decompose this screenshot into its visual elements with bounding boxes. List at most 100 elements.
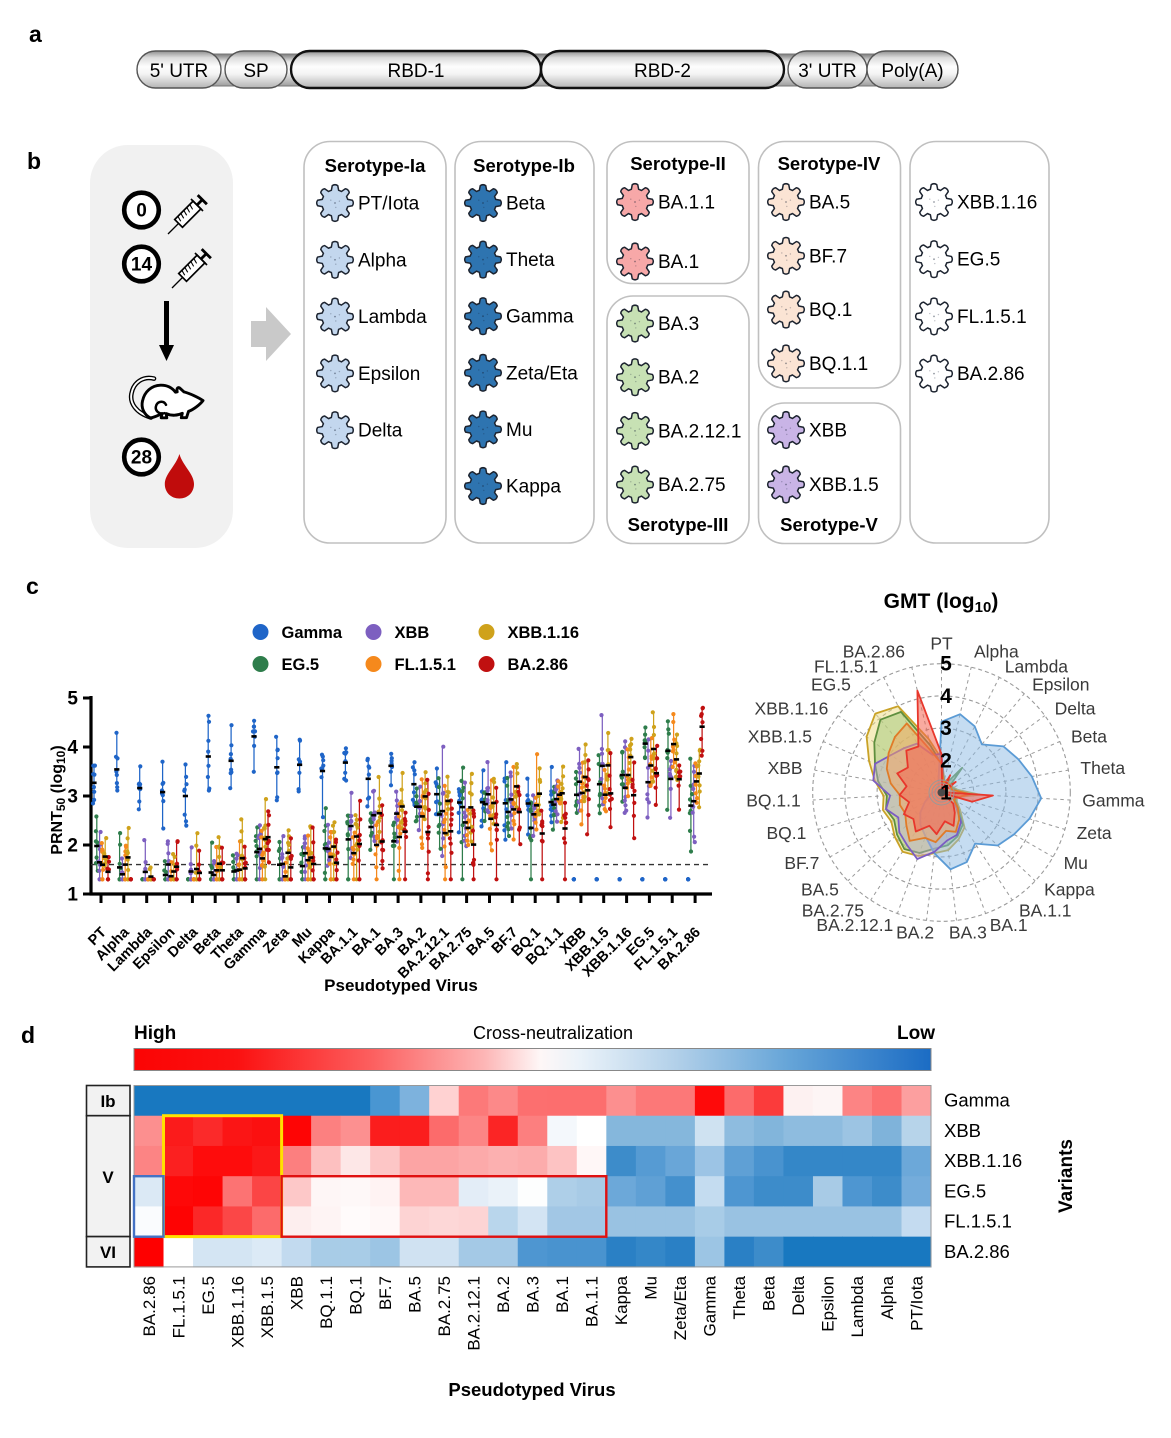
svg-text:BQ.1: BQ.1 (767, 823, 807, 843)
svg-text:5: 5 (67, 689, 78, 710)
svg-text:Theta: Theta (506, 250, 555, 271)
svg-text:Theta: Theta (1080, 758, 1125, 778)
svg-text:Lambda: Lambda (848, 1275, 867, 1337)
svg-text:XBB.1.5: XBB.1.5 (258, 1276, 277, 1338)
svg-text:Variants: Variants (1056, 1139, 1077, 1213)
svg-text:BA.1: BA.1 (553, 1276, 572, 1313)
svg-text:XBB: XBB (809, 421, 847, 442)
svg-text:BA.2.86: BA.2.86 (508, 656, 569, 674)
svg-text:XBB.1.5: XBB.1.5 (748, 727, 812, 747)
svg-text:BQ.1.1: BQ.1.1 (809, 354, 868, 375)
svg-text:BA.1.1: BA.1.1 (658, 193, 715, 214)
svg-text:BA.2.86: BA.2.86 (843, 641, 905, 661)
svg-text:Delta: Delta (1055, 698, 1096, 718)
svg-text:Mu: Mu (506, 420, 532, 441)
svg-text:FL.1.5.1: FL.1.5.1 (395, 656, 456, 674)
svg-text:BA.2.86: BA.2.86 (140, 1276, 159, 1337)
svg-text:XBB.1.16: XBB.1.16 (944, 1150, 1022, 1171)
svg-text:BA.2.12.1: BA.2.12.1 (658, 421, 741, 442)
svg-text:BA.1.1: BA.1.1 (583, 1276, 602, 1327)
svg-text:3: 3 (940, 717, 952, 740)
svg-text:XBB: XBB (768, 758, 803, 778)
svg-text:EG.5: EG.5 (199, 1276, 218, 1315)
svg-text:BA.1.1: BA.1.1 (1019, 900, 1072, 920)
svg-text:EG.5: EG.5 (944, 1180, 986, 1201)
svg-text:BA.3: BA.3 (524, 1276, 543, 1313)
svg-text:Delta: Delta (358, 421, 403, 442)
svg-text:PT/Iota: PT/Iota (358, 194, 420, 215)
svg-text:BQ.1.1: BQ.1.1 (317, 1276, 336, 1329)
svg-text:3' UTR: 3' UTR (798, 61, 857, 82)
svg-text:BA.3: BA.3 (949, 923, 987, 943)
svg-text:Zeta: Zeta (1077, 823, 1112, 843)
svg-text:Alpha: Alpha (878, 1275, 897, 1319)
svg-text:BQ.1: BQ.1 (809, 300, 852, 321)
svg-text:BA.3: BA.3 (658, 314, 699, 335)
svg-text:BA.2.86: BA.2.86 (957, 364, 1025, 385)
svg-text:5' UTR: 5' UTR (150, 61, 209, 82)
svg-text:Serotype-Ib: Serotype-Ib (473, 155, 575, 176)
svg-text:Pseudotyped Virus: Pseudotyped Virus (324, 976, 478, 995)
svg-text:VI: VI (100, 1243, 116, 1262)
svg-text:Serotype-III: Serotype-III (628, 514, 729, 535)
svg-text:FL.1.5.1: FL.1.5.1 (814, 657, 878, 677)
svg-text:4: 4 (67, 738, 78, 759)
svg-text:PRNT50 (log10): PRNT50 (log10) (49, 745, 68, 854)
svg-text:Serotype-V: Serotype-V (780, 514, 878, 535)
svg-text:14: 14 (131, 255, 153, 276)
svg-text:Gamma: Gamma (944, 1090, 1011, 1111)
svg-text:BF.7: BF.7 (784, 853, 819, 873)
svg-text:Theta: Theta (730, 1275, 749, 1319)
svg-text:BA.2: BA.2 (494, 1276, 513, 1313)
svg-text:Kappa: Kappa (1044, 879, 1095, 899)
svg-text:BA.2: BA.2 (896, 923, 934, 943)
svg-text:XBB.1.16: XBB.1.16 (228, 1276, 247, 1348)
svg-text:BA.1: BA.1 (990, 915, 1028, 935)
svg-text:BA.2.12.1: BA.2.12.1 (465, 1276, 484, 1351)
svg-text:0: 0 (136, 201, 147, 222)
svg-text:BA.2.75: BA.2.75 (435, 1276, 454, 1337)
svg-text:BQ.1.1: BQ.1.1 (746, 791, 800, 811)
svg-text:Delta: Delta (789, 1275, 808, 1315)
svg-text:1: 1 (67, 885, 78, 906)
svg-text:XBB.1.16: XBB.1.16 (508, 624, 580, 642)
svg-text:BA.2.86: BA.2.86 (944, 1241, 1010, 1262)
svg-text:High: High (134, 1023, 176, 1044)
svg-text:XBB.1.16: XBB.1.16 (957, 193, 1037, 214)
svg-text:PT/Iota: PT/Iota (907, 1275, 926, 1330)
svg-text:EG.5: EG.5 (282, 656, 320, 674)
svg-text:PT: PT (930, 634, 953, 654)
svg-text:Epsilon: Epsilon (1032, 675, 1089, 695)
svg-text:Pseudotyped Virus: Pseudotyped Virus (448, 1379, 615, 1400)
svg-text:5: 5 (940, 653, 952, 676)
svg-text:Poly(A): Poly(A) (881, 61, 943, 82)
svg-text:Serotype-IV: Serotype-IV (778, 153, 881, 174)
svg-text:V: V (102, 1168, 114, 1187)
svg-text:Kappa: Kappa (612, 1275, 631, 1325)
svg-text:Beta: Beta (506, 194, 546, 215)
svg-text:BA.2.75: BA.2.75 (802, 900, 864, 920)
svg-text:BA.5: BA.5 (801, 879, 839, 899)
svg-text:FL.1.5.1: FL.1.5.1 (957, 307, 1027, 328)
svg-text:RBD-2: RBD-2 (634, 61, 691, 82)
svg-text:Cross-neutralization: Cross-neutralization (473, 1023, 633, 1043)
svg-text:FL.1.5.1: FL.1.5.1 (944, 1211, 1012, 1232)
svg-text:SP: SP (243, 61, 268, 82)
svg-text:Beta: Beta (760, 1275, 779, 1311)
svg-text:FL.1.5.1: FL.1.5.1 (169, 1276, 188, 1338)
svg-text:Beta: Beta (1071, 727, 1107, 747)
svg-text:BA.5: BA.5 (405, 1276, 424, 1313)
svg-text:Kappa: Kappa (506, 477, 561, 498)
svg-text:BF.7: BF.7 (376, 1276, 395, 1310)
svg-text:c: c (26, 573, 39, 599)
svg-text:Epsilon: Epsilon (819, 1276, 838, 1332)
svg-text:BQ.1: BQ.1 (346, 1276, 365, 1315)
svg-text:2: 2 (67, 836, 78, 857)
svg-text:3: 3 (67, 787, 78, 808)
svg-text:EG.5: EG.5 (957, 250, 1000, 271)
svg-text:BA.2.75: BA.2.75 (658, 475, 726, 496)
svg-text:4: 4 (940, 685, 952, 708)
svg-text:d: d (21, 1022, 35, 1048)
svg-text:Gamma: Gamma (701, 1275, 720, 1336)
svg-text:Mu: Mu (642, 1276, 661, 1300)
